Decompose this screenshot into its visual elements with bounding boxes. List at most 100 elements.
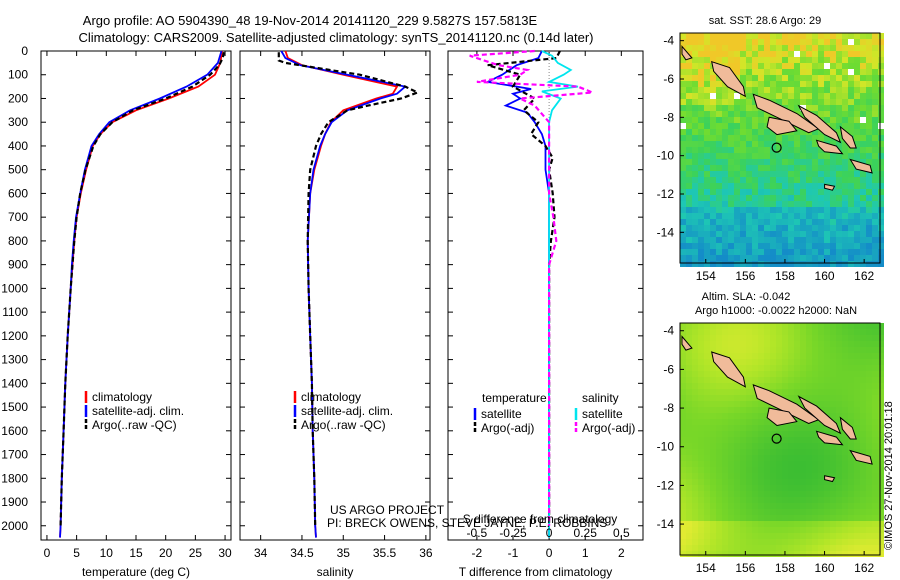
map-cell (710, 87, 716, 93)
map-cell (770, 201, 776, 207)
map-cell (728, 479, 734, 485)
map-cell (830, 99, 836, 105)
map-cell (800, 177, 806, 183)
map-cell (836, 491, 842, 497)
map-cell (680, 201, 686, 207)
map-cell (818, 231, 824, 237)
map-cell (698, 323, 704, 329)
map-cell (878, 461, 884, 467)
map-cell (860, 219, 866, 225)
map-cell (746, 195, 752, 201)
map-cell (680, 401, 686, 407)
map-cell (830, 383, 836, 389)
map-cell (746, 117, 752, 123)
map-cell (824, 117, 830, 123)
map-cell (800, 153, 806, 159)
map-cell (824, 165, 830, 171)
map-cell (830, 539, 836, 545)
map-cell (878, 353, 884, 359)
map-cell (692, 135, 698, 141)
map-cell (860, 93, 866, 99)
map-cell (860, 485, 866, 491)
map-cell (782, 545, 788, 551)
map-title: Altim. SLA: -0.042 (702, 291, 791, 303)
x-tick-label: 162 (854, 561, 874, 575)
map-cell (812, 551, 818, 557)
map-cell (746, 57, 752, 63)
map-cell (866, 395, 872, 401)
map-cell (830, 69, 836, 75)
map-cell (704, 135, 710, 141)
map-cell (698, 431, 704, 437)
map-cell (752, 141, 758, 147)
map-cell (878, 249, 884, 255)
map-cell (680, 539, 686, 545)
map-cell (692, 255, 698, 261)
map-cell (770, 213, 776, 219)
map-cell (752, 425, 758, 431)
map-cell (722, 141, 728, 147)
map-cell (740, 177, 746, 183)
map-cell (788, 171, 794, 177)
map-cell (830, 225, 836, 231)
map-cell (692, 545, 698, 551)
map-cell (806, 479, 812, 485)
map-cell (734, 219, 740, 225)
map-cell (692, 189, 698, 195)
map-cell (866, 503, 872, 509)
map-cell (734, 213, 740, 219)
map-cell (734, 401, 740, 407)
map-cell (710, 407, 716, 413)
map-cell (836, 99, 842, 105)
map-cell (788, 177, 794, 183)
map-cell (716, 171, 722, 177)
map-cell (800, 171, 806, 177)
map-cell (722, 539, 728, 545)
map-cell (860, 377, 866, 383)
map-cell (716, 111, 722, 117)
map-cell (716, 455, 722, 461)
map-cell (752, 189, 758, 195)
map-cell (806, 551, 812, 557)
map-cell (782, 225, 788, 231)
map-cell (872, 153, 878, 159)
map-cell (734, 539, 740, 545)
map-cell (698, 407, 704, 413)
map-cell (878, 39, 884, 45)
map-cell (854, 69, 860, 75)
map-cell (842, 365, 848, 371)
map-cell (812, 527, 818, 533)
argo-position-marker (771, 142, 782, 153)
map-cell (764, 383, 770, 389)
map-cell (782, 201, 788, 207)
map-cell (722, 129, 728, 135)
map-cell (728, 177, 734, 183)
map-cell (848, 129, 854, 135)
map-cell (692, 407, 698, 413)
island-land (815, 139, 844, 155)
map-cell (878, 539, 884, 545)
map-cell (764, 509, 770, 515)
map-cell (824, 243, 830, 249)
map-cell (782, 231, 788, 237)
map-cell (746, 419, 752, 425)
map-cell (830, 105, 836, 111)
map-cell (806, 93, 812, 99)
map-cell (770, 527, 776, 533)
map-cell (746, 75, 752, 81)
map-cell (728, 213, 734, 219)
island-land (824, 183, 836, 191)
map-cell (704, 407, 710, 413)
map-cell (854, 329, 860, 335)
map-cell (698, 443, 704, 449)
map-cell (842, 383, 848, 389)
map-cell (860, 515, 866, 521)
map-cell (698, 105, 704, 111)
map-cell (686, 99, 692, 105)
map-cell (806, 533, 812, 539)
map-cell (782, 165, 788, 171)
map-cell (704, 485, 710, 491)
map-cell (824, 365, 830, 371)
map-cell (842, 81, 848, 87)
map-cell (686, 165, 692, 171)
